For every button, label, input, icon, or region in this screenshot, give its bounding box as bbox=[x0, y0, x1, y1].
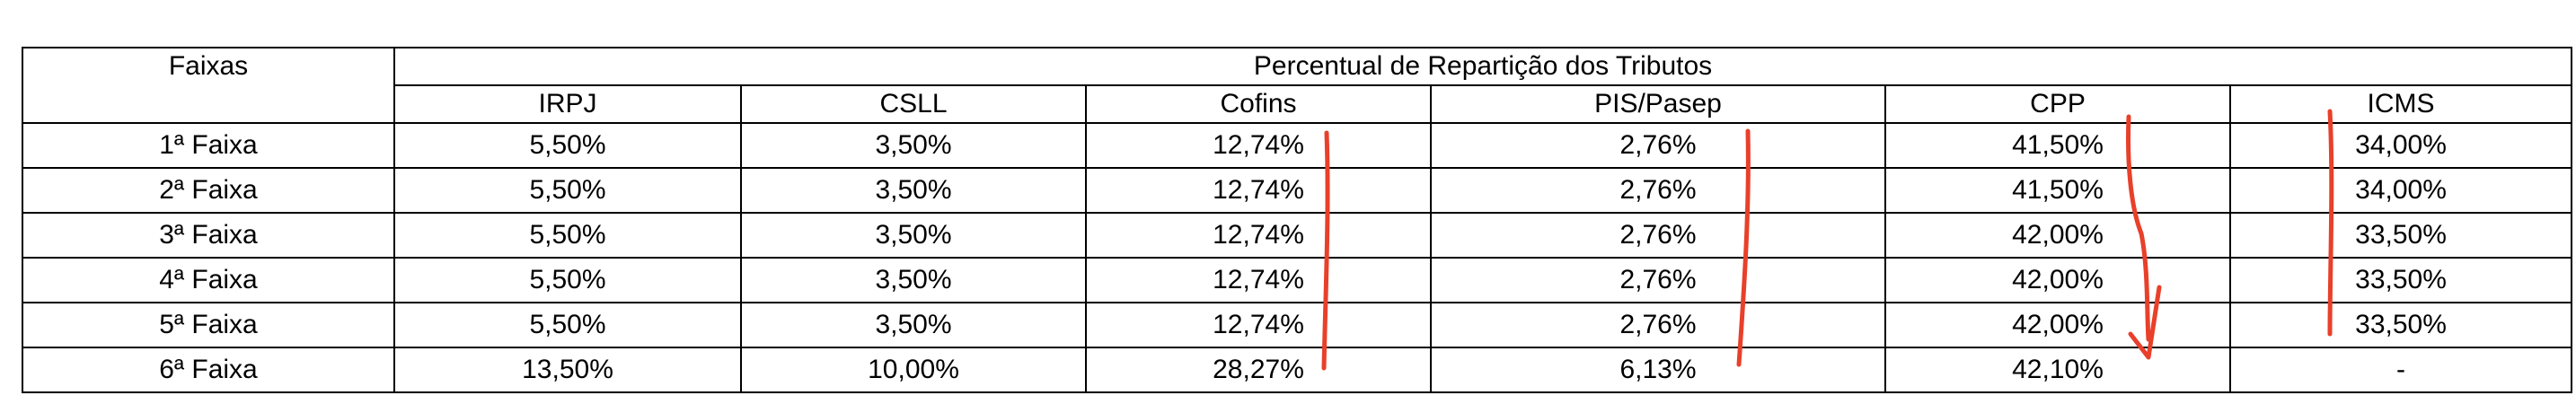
col-header-icms: ICMS bbox=[2228, 84, 2573, 124]
cell-icms: 33,50% bbox=[2228, 257, 2573, 303]
group-header: Percentual de Repartição dos Tributos bbox=[393, 47, 2573, 86]
col-header-pis-pasep: PIS/Pasep bbox=[1430, 84, 1886, 124]
cell-cofins: 12,74% bbox=[1085, 302, 1432, 348]
cell-pis-pasep: 2,76% bbox=[1430, 212, 1886, 259]
faixa-label: 1ª Faixa bbox=[22, 122, 395, 169]
cell-irpj: 5,50% bbox=[393, 257, 742, 303]
cell-csll: 10,00% bbox=[740, 347, 1087, 393]
cell-pis-pasep: 6,13% bbox=[1430, 347, 1886, 393]
cell-irpj: 5,50% bbox=[393, 212, 742, 259]
cell-icms: 34,00% bbox=[2228, 122, 2573, 169]
cell-pis-pasep: 2,76% bbox=[1430, 122, 1886, 169]
cell-cofins: 12,74% bbox=[1085, 122, 1432, 169]
cell-irpj: 5,50% bbox=[393, 122, 742, 169]
faixa-label: 5ª Faixa bbox=[22, 302, 395, 348]
faixas-header: Faixas bbox=[22, 47, 395, 124]
table-row: 4ª Faixa 5,50% 3,50% 12,74% 2,76% 42,00% 33,50… bbox=[22, 257, 2573, 303]
cell-csll: 3,50% bbox=[740, 212, 1087, 259]
cell-icms: 33,50% bbox=[2228, 212, 2573, 259]
cell-irpj: 5,50% bbox=[393, 167, 742, 214]
faixa-label: 3ª Faixa bbox=[22, 212, 395, 259]
header-row-2: IRPJ CSLL Cofins PIS/Pasep CPP ICMS bbox=[22, 84, 2573, 124]
cell-cpp: 41,50% bbox=[1884, 167, 2231, 214]
cell-icms: 34,00% bbox=[2228, 167, 2573, 214]
table-row: 5ª Faixa 5,50% 3,50% 12,74% 2,76% 42,00% 33,50… bbox=[22, 302, 2573, 348]
tax-distribution-table: Faixas Percentual de Repartição dos Trib… bbox=[22, 47, 2573, 393]
cell-csll: 3,50% bbox=[740, 167, 1087, 214]
col-header-cofins: Cofins bbox=[1085, 84, 1432, 124]
cell-pis-pasep: 2,76% bbox=[1430, 302, 1886, 348]
table-row: 6ª Faixa 13,50% 10,00% 28,27% 6,13% 42,10% - bbox=[22, 347, 2573, 393]
table-row: 3ª Faixa 5,50% 3,50% 12,74% 2,76% 42,00% 33,50… bbox=[22, 212, 2573, 259]
col-header-csll: CSLL bbox=[740, 84, 1087, 124]
faixa-label: 2ª Faixa bbox=[22, 167, 395, 214]
cell-irpj: 5,50% bbox=[393, 302, 742, 348]
col-header-irpj: IRPJ bbox=[393, 84, 742, 124]
cell-csll: 3,50% bbox=[740, 257, 1087, 303]
cell-cofins: 12,74% bbox=[1085, 257, 1432, 303]
cell-irpj: 13,50% bbox=[393, 347, 742, 393]
faixa-label: 6ª Faixa bbox=[22, 347, 395, 393]
cell-csll: 3,50% bbox=[740, 302, 1087, 348]
cell-cpp: 41,50% bbox=[1884, 122, 2231, 169]
cell-pis-pasep: 2,76% bbox=[1430, 167, 1886, 214]
cell-cpp: 42,00% bbox=[1884, 302, 2231, 348]
table-row: 2ª Faixa 5,50% 3,50% 12,74% 2,76% 41,50% 34,00… bbox=[22, 167, 2573, 214]
cell-csll: 3,50% bbox=[740, 122, 1087, 169]
cell-cpp: 42,00% bbox=[1884, 257, 2231, 303]
header-row-1: Faixas Percentual de Repartição dos Trib… bbox=[22, 47, 2573, 124]
col-header-cpp: CPP bbox=[1884, 84, 2231, 124]
faixa-label: 4ª Faixa bbox=[22, 257, 395, 303]
cell-icms: - bbox=[2228, 347, 2573, 393]
cell-cpp: 42,10% bbox=[1884, 347, 2231, 393]
cell-cofins: 12,74% bbox=[1085, 167, 1432, 214]
cell-icms: 33,50% bbox=[2228, 302, 2573, 348]
cell-cofins: 12,74% bbox=[1085, 212, 1432, 259]
cell-pis-pasep: 2,76% bbox=[1430, 257, 1886, 303]
cell-cpp: 42,00% bbox=[1884, 212, 2231, 259]
table-row: 1ª Faixa 5,50% 3,50% 12,74% 2,76% 41,50% 34,00… bbox=[22, 122, 2573, 169]
cell-cofins: 28,27% bbox=[1085, 347, 1432, 393]
